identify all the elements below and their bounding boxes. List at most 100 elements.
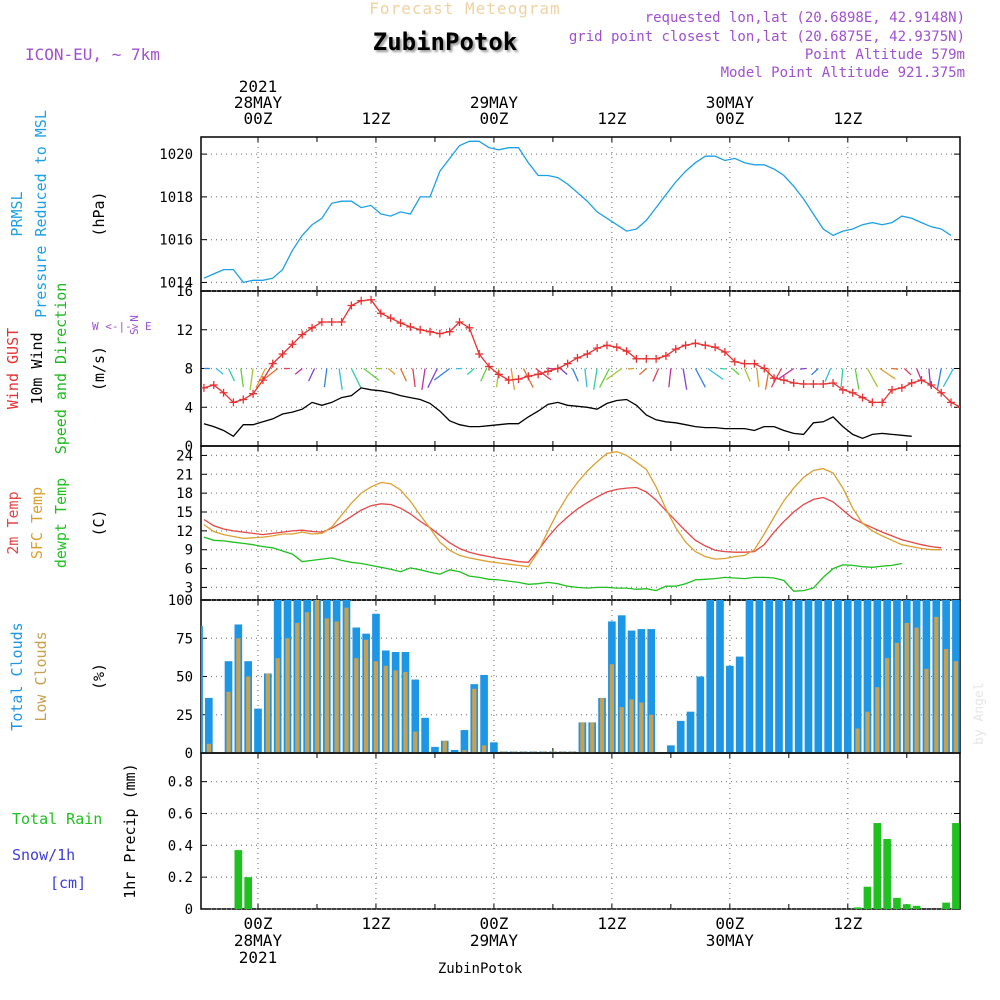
top-time-label: 2021	[239, 77, 278, 96]
bar-total-clouds	[775, 600, 783, 753]
y-tick-label: 75	[176, 631, 193, 647]
gust-point	[779, 376, 788, 385]
bar-total-clouds	[706, 600, 715, 753]
y-tick-label: 0	[185, 902, 193, 918]
bar-total-clouds	[853, 600, 862, 753]
gust-point	[563, 359, 572, 368]
y-tick-label: 6	[185, 562, 193, 578]
gust-point	[357, 296, 366, 305]
gust-point	[838, 385, 847, 394]
bar-low-clouds	[540, 751, 546, 753]
gust-point	[249, 389, 258, 398]
bar-total-clouds	[735, 656, 744, 753]
bar-total-clouds	[421, 717, 429, 753]
gust-point	[888, 385, 897, 394]
gust-point	[947, 398, 956, 407]
y-tick-label: 4	[185, 400, 193, 416]
gust-point	[622, 347, 631, 356]
bottom-time-label: 12Z	[833, 914, 862, 933]
gust-point	[229, 398, 238, 407]
y-tick-label: 1014	[159, 275, 193, 291]
y-axis-label: Wind GUST	[4, 328, 22, 409]
gust-point	[504, 376, 513, 385]
y-axis-label: Speed and Direction	[52, 283, 70, 455]
bar-total-clouds	[716, 600, 724, 753]
bar-total-rain	[883, 838, 891, 909]
gust-point	[917, 376, 926, 385]
bar-total-rain	[244, 877, 253, 909]
gust-point	[445, 327, 454, 336]
gust-point	[819, 380, 828, 388]
wind-direction-arrow	[480, 368, 488, 382]
wind-direction-arrow	[215, 367, 224, 375]
panel-frame	[200, 445, 961, 601]
y-axis-label: Total Clouds	[8, 622, 26, 730]
bar-total-clouds	[490, 742, 498, 753]
gust-point	[907, 379, 916, 388]
bar-low-clouds	[619, 707, 624, 753]
bar-low-clouds	[521, 751, 526, 753]
bar-low-clouds	[550, 751, 556, 753]
panel-0: 1014 1016 1018 1020 PRMSL Pressure Reduced to…	[8, 110, 961, 318]
plot-area	[203, 140, 952, 284]
bar-total-clouds	[745, 600, 754, 753]
top-time-label: 12Z	[597, 109, 626, 128]
location-title: ZubinPotok	[373, 28, 518, 56]
bar-low-clouds	[639, 702, 644, 753]
wind-direction-arrow	[605, 367, 623, 381]
gust-point	[308, 323, 317, 332]
meteogram-subtitle: Forecast Meteogram	[369, 0, 560, 18]
y-tick-label: 3	[185, 580, 193, 596]
panel-3: 0 25 50 75 100 Total Clouds Low Clouds (%)	[8, 593, 970, 762]
gust-point	[671, 345, 680, 354]
gust-point	[219, 388, 228, 397]
bar-total-clouds	[863, 600, 872, 753]
bottom-time-label: 00Z	[479, 914, 508, 933]
bar-total-rain	[853, 907, 862, 909]
wind-direction-arrow	[421, 368, 426, 390]
gust-point	[485, 362, 494, 371]
bar-total-clouds	[962, 600, 970, 753]
y-tick-label: 24	[176, 448, 193, 464]
y-unit-label: (m/s)	[90, 346, 108, 391]
y-axis-label: SFC Temp	[28, 487, 46, 559]
gust-point	[632, 354, 641, 363]
bar-low-clouds	[629, 699, 634, 753]
bar-total-clouds	[784, 600, 793, 753]
gust-point	[426, 327, 435, 336]
y-tick-label: 25	[176, 708, 193, 724]
bar-low-clouds	[442, 740, 447, 753]
wind-direction-arrow	[427, 368, 438, 388]
gust-point	[514, 375, 523, 384]
wind-direction-arrow	[694, 368, 706, 388]
y-axis-label: Pressure Reduced to MSL	[32, 110, 50, 318]
gust-point	[239, 395, 248, 404]
bar-total-rain	[952, 823, 960, 909]
bar-total-rain	[902, 904, 911, 909]
bar-total-rain	[863, 886, 872, 909]
bar-total-clouds	[205, 697, 213, 753]
gust-point	[455, 318, 464, 326]
gust-point	[602, 341, 611, 350]
bar-low-clouds	[201, 745, 202, 753]
bar-total-clouds	[411, 679, 420, 753]
gust-point	[367, 295, 376, 304]
wind-direction-arrow	[668, 368, 672, 388]
bar-low-clouds	[865, 711, 870, 753]
y-axis-label: PRMSL	[8, 191, 26, 236]
top-time-label: 30MAY	[706, 93, 755, 112]
gust-point	[201, 383, 208, 392]
wind-direction-arrow	[249, 368, 254, 391]
y-tick-label: 1016	[159, 233, 193, 249]
bar-total-rain	[912, 905, 921, 909]
wind-direction-arrow	[387, 368, 396, 375]
gust-point	[347, 301, 356, 310]
y-tick-label: 1018	[159, 190, 193, 206]
wind-direction-arrow	[240, 368, 244, 388]
y-tick-label: 0.4	[168, 838, 193, 854]
wind-direction-arrow	[433, 367, 451, 381]
wind-direction-arrow	[652, 368, 660, 382]
gust-point	[829, 379, 838, 388]
gust-point	[681, 341, 690, 350]
